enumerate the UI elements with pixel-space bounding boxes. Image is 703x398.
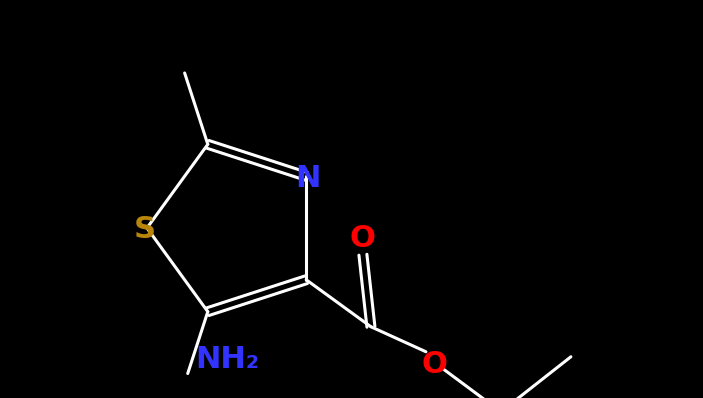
Text: O: O [422,350,448,379]
Text: NH₂: NH₂ [195,345,260,374]
Text: N: N [295,164,321,193]
Text: O: O [350,224,376,253]
Text: S: S [134,215,156,244]
